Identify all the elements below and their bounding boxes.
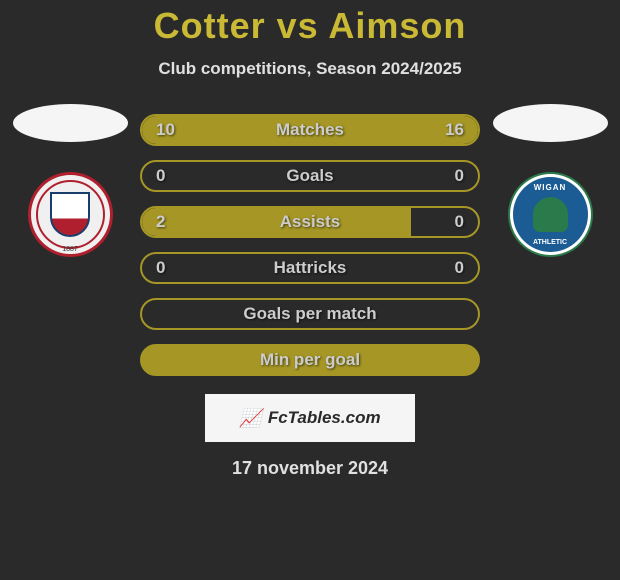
chart-icon: 📈 (239, 408, 261, 429)
stat-value-right: 0 (455, 212, 464, 232)
stat-label: Matches (276, 120, 344, 140)
club-badge-left (28, 172, 113, 257)
comparison-infographic: Cotter vs Aimson Club competitions, Seas… (0, 0, 620, 580)
stat-row-matches: 10 Matches 16 (140, 114, 480, 146)
stat-row-goals-per-match: Goals per match (140, 298, 480, 330)
tree-icon (533, 197, 568, 232)
stat-value-right: 0 (455, 258, 464, 278)
player-photo-left (13, 104, 128, 142)
footer-date: 17 november 2024 (232, 458, 388, 479)
stat-row-hattricks: 0 Hattricks 0 (140, 252, 480, 284)
stat-value-right: 0 (455, 166, 464, 186)
stat-value-left: 0 (156, 166, 165, 186)
club-badge-right: WIGAN ATHLETIC (508, 172, 593, 257)
stat-row-min-per-goal: Min per goal (140, 344, 480, 376)
stat-label: Assists (280, 212, 340, 232)
stat-value-left: 2 (156, 212, 165, 232)
stat-label: Hattricks (274, 258, 347, 278)
branding-text: FcTables.com (268, 408, 381, 428)
right-player-col: WIGAN ATHLETIC (490, 114, 610, 257)
stat-label: Goals per match (243, 304, 376, 324)
main-content: 10 Matches 16 0 Goals 0 2 Assists 0 0 Hattricks 0 Go… (0, 114, 620, 376)
left-player-col (10, 114, 130, 257)
stat-row-goals: 0 Goals 0 (140, 160, 480, 192)
stat-row-assists: 2 Assists 0 (140, 206, 480, 238)
badge-text-top: WIGAN (534, 183, 567, 192)
stat-value-right: 16 (445, 120, 464, 140)
stat-value-left: 10 (156, 120, 175, 140)
player-photo-right (493, 104, 608, 142)
shield-icon (50, 192, 90, 237)
stat-label: Min per goal (260, 350, 360, 370)
stat-value-left: 0 (156, 258, 165, 278)
page-title: Cotter vs Aimson (154, 5, 467, 47)
badge-text-bottom: ATHLETIC (533, 239, 567, 246)
club-badge-right-inner: WIGAN ATHLETIC (513, 177, 588, 252)
stat-fill-left (142, 208, 411, 236)
stats-column: 10 Matches 16 0 Goals 0 2 Assists 0 0 Hattricks 0 Go… (140, 114, 480, 376)
stat-label: Goals (286, 166, 333, 186)
branding-badge: 📈 FcTables.com (205, 394, 415, 442)
subtitle: Club competitions, Season 2024/2025 (158, 59, 461, 79)
